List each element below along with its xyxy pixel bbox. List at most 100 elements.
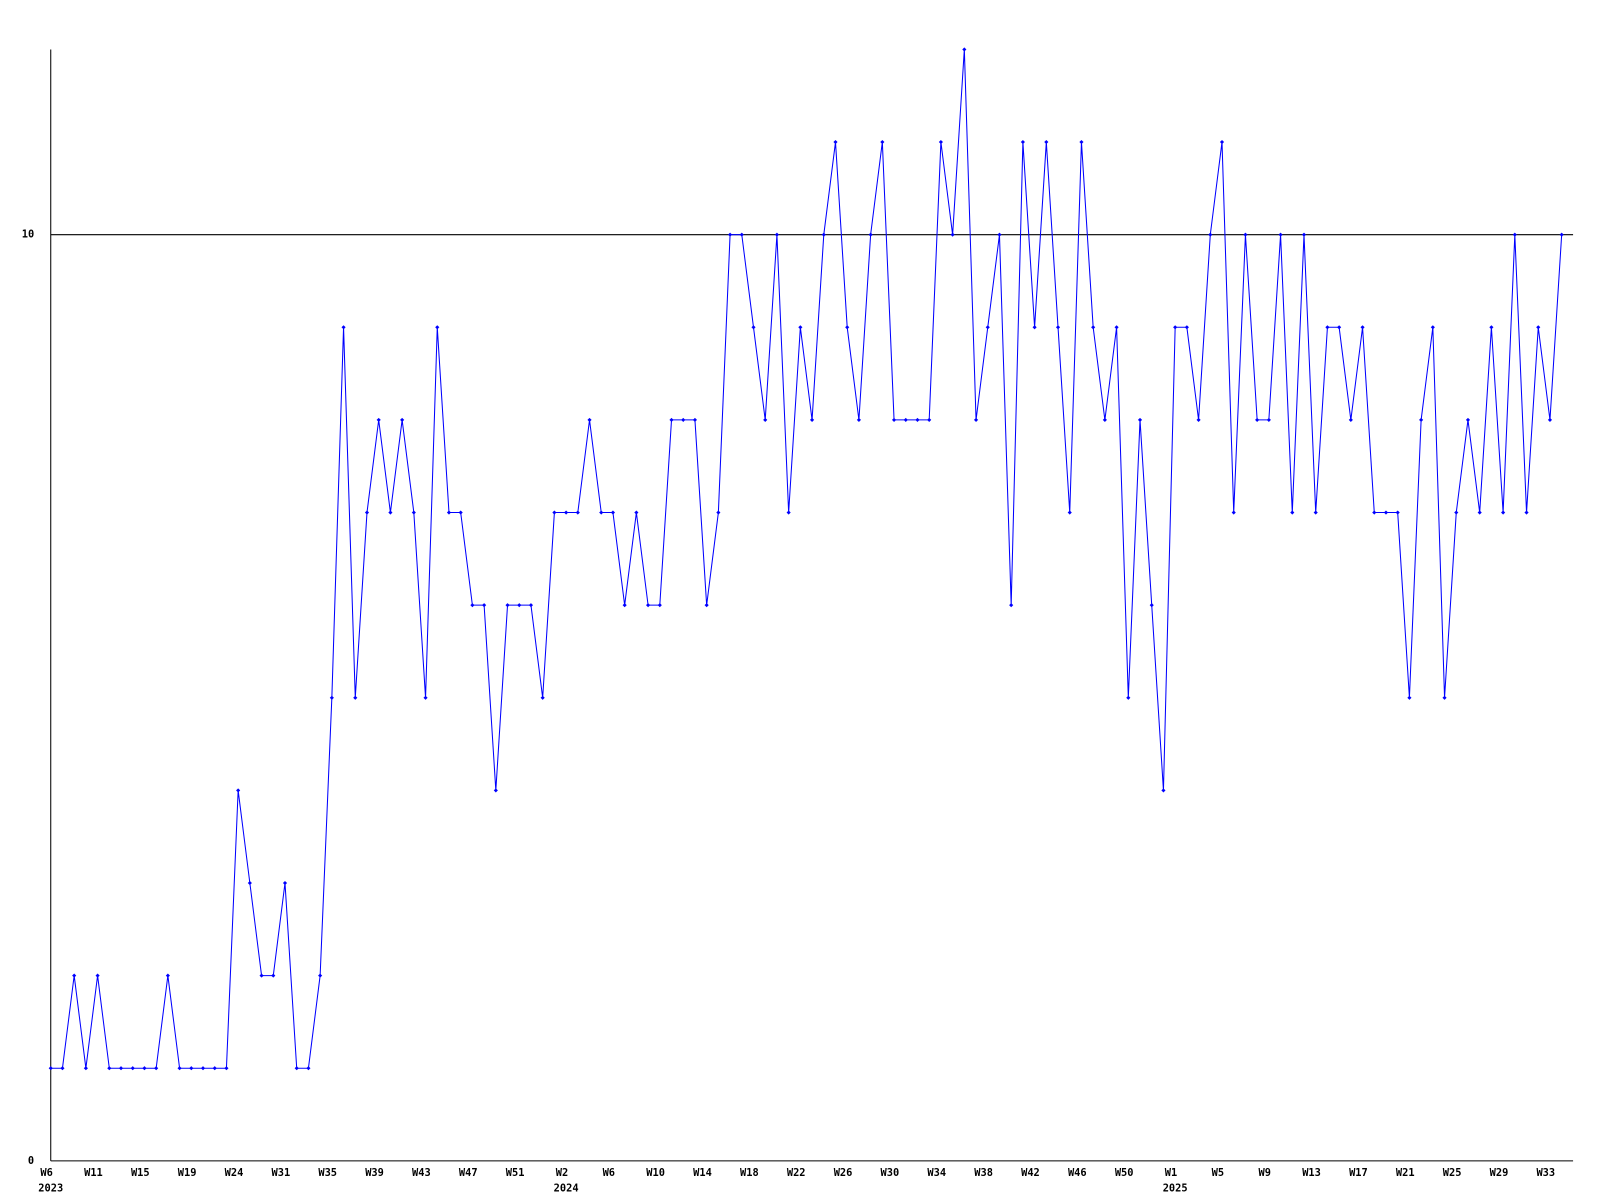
point-marker — [528, 603, 534, 608]
point-marker — [587, 417, 592, 422]
x-tick-label: W43 — [412, 1167, 431, 1179]
point-marker — [341, 325, 346, 330]
point-marker — [482, 603, 487, 608]
point-marker — [423, 695, 428, 700]
x-tick-label: W34 — [927, 1167, 946, 1179]
point-marker — [692, 417, 698, 422]
x-tick-label: W50 — [1115, 1167, 1134, 1179]
point-marker — [154, 1066, 159, 1071]
x-tick-label: W29 — [1490, 1167, 1509, 1179]
point-marker — [669, 417, 674, 422]
point-marker — [564, 510, 569, 515]
point-marker — [751, 325, 756, 330]
x-tick-label: W33 — [1536, 1167, 1555, 1179]
point-marker — [681, 417, 686, 422]
point-marker — [962, 47, 967, 52]
point-marker — [880, 140, 885, 145]
point-marker — [72, 973, 77, 978]
point-marker — [763, 417, 768, 422]
x-tick-label: W17 — [1349, 1167, 1368, 1179]
point-marker — [985, 325, 990, 330]
point-marker — [891, 417, 897, 422]
point-marker — [1301, 232, 1307, 237]
point-marker — [1020, 140, 1025, 145]
point-marker — [1044, 140, 1049, 145]
point-marker — [1114, 325, 1119, 330]
point-marker — [1126, 695, 1131, 700]
y-tick-label: 10 — [22, 229, 34, 241]
point-marker — [1337, 325, 1342, 330]
point-marker — [1536, 325, 1541, 330]
point-marker — [657, 603, 662, 608]
point-marker — [1524, 510, 1529, 515]
point-marker — [1149, 603, 1154, 608]
point-marker — [809, 417, 815, 422]
point-marker — [60, 1066, 65, 1071]
point-marker — [353, 695, 358, 700]
point-marker — [1067, 510, 1072, 515]
point-marker — [1196, 417, 1201, 422]
x-tick-label: W30 — [881, 1167, 900, 1179]
x-tick-label: W11 — [84, 1167, 103, 1179]
point-marker — [1442, 695, 1447, 700]
point-marker — [1032, 325, 1037, 330]
x-tick-label: W10 — [646, 1167, 665, 1179]
x-tick-label: W2 — [556, 1167, 568, 1179]
x-tick-label: W35 — [318, 1167, 337, 1179]
point-marker — [247, 880, 252, 886]
point-marker — [1208, 232, 1213, 237]
point-marker — [435, 325, 440, 330]
point-marker — [1419, 417, 1424, 422]
point-marker — [1173, 325, 1178, 330]
point-marker — [610, 510, 616, 515]
point-marker — [1243, 232, 1248, 237]
point-marker — [927, 417, 932, 422]
point-marker — [1348, 417, 1353, 422]
point-marker — [1325, 325, 1330, 330]
point-marker — [118, 1066, 124, 1071]
x-tick-label: W39 — [365, 1167, 384, 1179]
point-marker — [938, 140, 943, 145]
point-marker — [259, 973, 264, 978]
point-marker — [177, 1066, 182, 1071]
x-group-label: 2025 — [1163, 1183, 1188, 1195]
x-tick-label: W14 — [693, 1167, 712, 1179]
x-tick-label: W26 — [834, 1167, 853, 1179]
point-marker — [646, 603, 651, 608]
point-marker — [1477, 510, 1482, 515]
x-group-label: 2024 — [554, 1183, 579, 1195]
point-marker — [376, 417, 381, 422]
point-marker — [1102, 417, 1107, 422]
point-marker — [83, 1066, 88, 1071]
series-line — [50, 49, 1563, 1069]
point-marker — [1219, 140, 1225, 145]
point-marker — [165, 973, 170, 978]
x-tick-label: W24 — [225, 1167, 244, 1179]
x-tick-label: W15 — [131, 1167, 150, 1179]
point-marker — [517, 603, 522, 608]
point-marker — [236, 788, 241, 793]
point-marker — [1009, 603, 1014, 608]
x-tick-label: W38 — [974, 1167, 993, 1179]
x-tick-label: W5 — [1212, 1167, 1224, 1179]
point-marker — [1290, 510, 1295, 515]
point-marker — [1430, 325, 1435, 330]
point-marker — [1055, 325, 1061, 330]
point-marker — [1278, 232, 1283, 237]
x-tick-label: W18 — [740, 1167, 759, 1179]
point-marker — [1360, 325, 1365, 330]
point-marker — [329, 695, 334, 700]
point-marker — [1383, 510, 1389, 515]
x-tick-label: W21 — [1396, 1167, 1415, 1179]
point-marker — [1547, 417, 1553, 422]
point-marker — [364, 510, 370, 515]
point-marker — [505, 603, 510, 608]
point-marker — [446, 510, 452, 515]
point-marker — [1137, 417, 1143, 422]
point-marker — [411, 510, 416, 515]
point-marker — [400, 417, 405, 422]
point-marker — [704, 603, 709, 608]
point-marker — [200, 1066, 206, 1071]
